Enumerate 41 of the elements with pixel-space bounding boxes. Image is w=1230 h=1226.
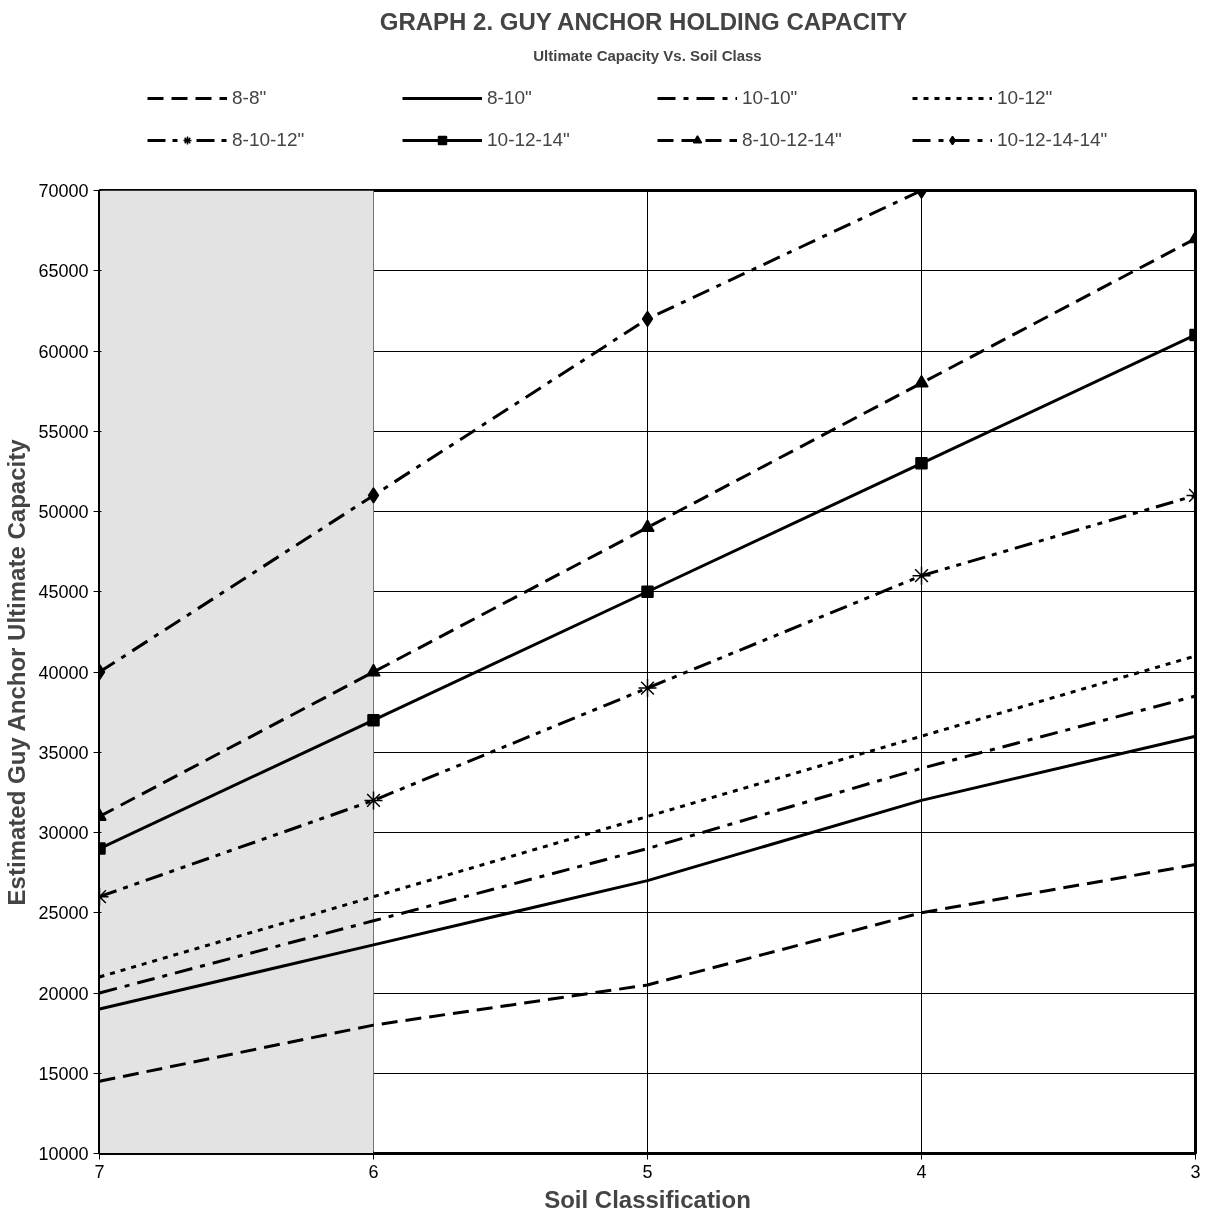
legend-label: 10-12"	[997, 87, 1054, 109]
chart-subtitle: Ultimate Capacity Vs. Soil Class	[533, 46, 762, 64]
point	[915, 457, 928, 470]
y-tick-label: 70000	[38, 181, 89, 201]
point	[640, 519, 655, 533]
x-tick-label: 5	[642, 1161, 653, 1182]
x-tick-label: 4	[916, 1161, 927, 1182]
y-tick-label: 45000	[38, 582, 89, 603]
legend-label: 8-10"	[487, 87, 533, 109]
point	[367, 487, 380, 504]
legend-label: 10-10"	[742, 87, 799, 109]
point	[367, 713, 380, 727]
point	[637, 678, 658, 698]
y-tick-label: 50000	[38, 502, 89, 522]
y-axis-title: Estimated Guy Anchor Ultimate Capacity	[3, 438, 31, 906]
legend-label: 8-10-12-14"	[742, 129, 843, 151]
point	[641, 310, 654, 328]
x-tick-label: 3	[1190, 1161, 1201, 1182]
y-tick-label: 55000	[38, 421, 89, 442]
x-tick-label: 7	[94, 1161, 105, 1182]
y-tick-label: 15000	[38, 1063, 89, 1084]
y-tick-label: 25000	[38, 903, 89, 924]
y-tick-label: 65000	[38, 261, 89, 282]
y-tick-label: 10000	[38, 1144, 89, 1164]
legend-label: 10-12-14-14"	[997, 129, 1109, 151]
x-tick-label: 6	[368, 1161, 379, 1182]
point	[366, 663, 381, 677]
y-tick-label: 35000	[38, 742, 89, 763]
y-tick-label: 30000	[38, 823, 89, 843]
legend-label: 8-8"	[232, 87, 268, 109]
legend-label: 10-12-14"	[487, 129, 571, 151]
point	[911, 565, 932, 586]
y-tick-label: 20000	[38, 983, 89, 1004]
legend-label: 8-10-12"	[232, 129, 306, 151]
point	[363, 790, 384, 811]
chart-title: GRAPH 2. GUY ANCHOR HOLDING CAPACITY	[379, 7, 908, 35]
point	[914, 374, 929, 388]
y-tick-label: 60000	[38, 341, 89, 362]
y-tick-label: 40000	[38, 662, 89, 683]
point	[641, 585, 654, 598]
x-axis-title: Soil Classification	[544, 1185, 751, 1213]
